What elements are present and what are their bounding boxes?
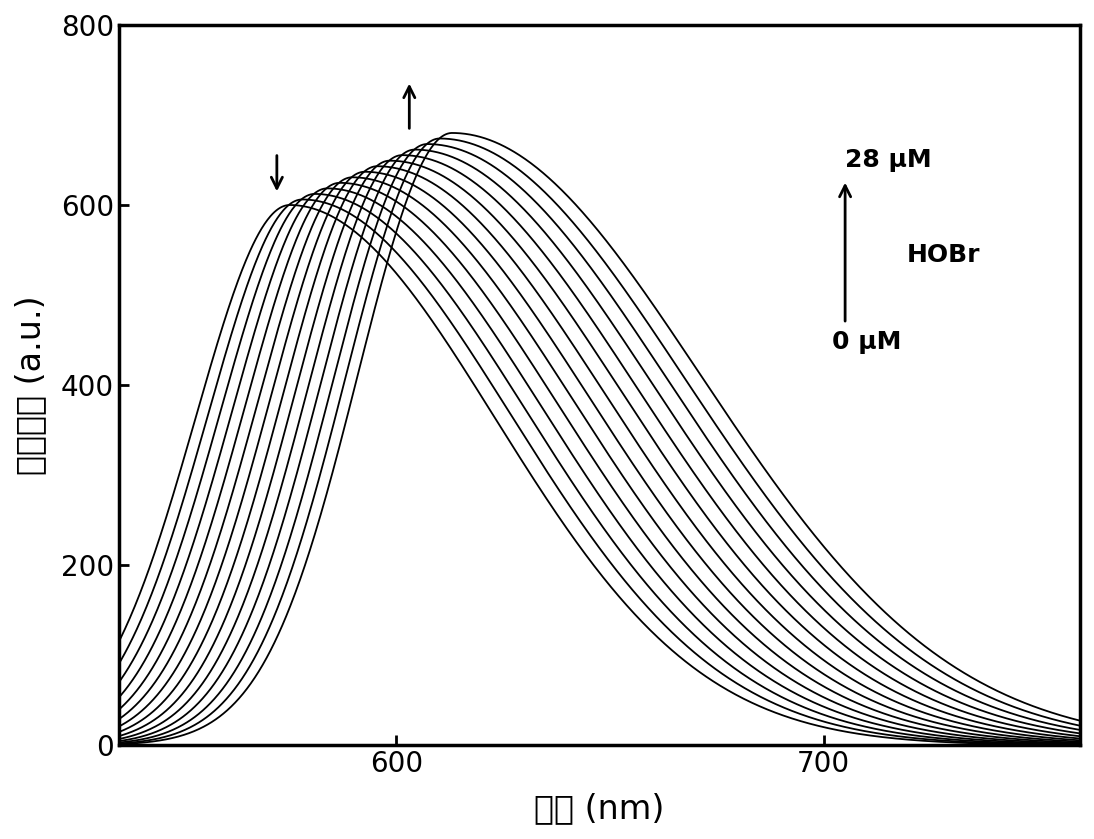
X-axis label: 波长 (nm): 波长 (nm) — [534, 792, 665, 825]
Text: HOBr: HOBr — [907, 242, 980, 267]
Text: 0 μM: 0 μM — [831, 330, 901, 354]
Text: 28 μM: 28 μM — [845, 148, 931, 172]
Y-axis label: 荧光强度 (a.u.): 荧光强度 (a.u.) — [14, 295, 47, 475]
